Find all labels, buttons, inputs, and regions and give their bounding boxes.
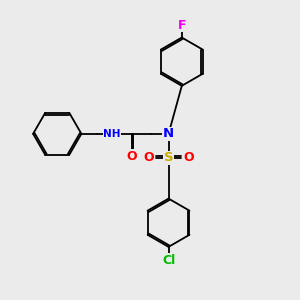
Text: O: O [183,152,194,164]
Text: NH: NH [103,129,121,139]
Text: O: O [126,150,137,163]
Text: F: F [178,19,186,32]
Text: N: N [163,127,174,140]
Text: S: S [164,152,173,164]
Text: Cl: Cl [162,254,175,267]
Text: O: O [143,152,154,164]
